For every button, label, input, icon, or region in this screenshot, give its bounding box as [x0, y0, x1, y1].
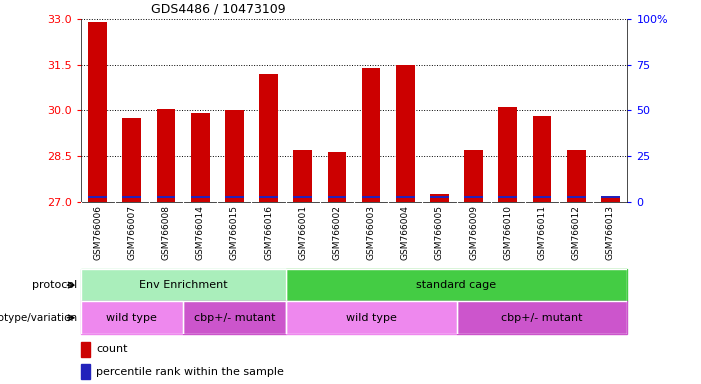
Text: GSM766007: GSM766007 [128, 205, 137, 260]
Bar [464, 195, 483, 198]
Bar [430, 195, 449, 198]
Text: GSM766004: GSM766004 [401, 205, 410, 260]
Bar [286, 301, 456, 334]
Text: GSM766014: GSM766014 [196, 205, 205, 260]
Bar [156, 109, 175, 202]
Bar [88, 195, 107, 198]
Bar [430, 194, 449, 202]
Bar [183, 301, 286, 334]
Bar [286, 301, 456, 334]
Text: Env Enrichment: Env Enrichment [139, 280, 227, 290]
Bar [566, 150, 585, 202]
Bar [601, 195, 620, 198]
Text: percentile rank within the sample: percentile rank within the sample [96, 366, 284, 377]
Bar [259, 74, 278, 202]
Text: GSM766016: GSM766016 [264, 205, 273, 260]
Text: wild type: wild type [107, 313, 157, 323]
Text: GSM766005: GSM766005 [435, 205, 444, 260]
Bar [81, 269, 286, 301]
Text: count: count [96, 344, 128, 354]
Bar [259, 195, 278, 198]
Text: GSM766002: GSM766002 [332, 205, 341, 260]
Bar [81, 301, 183, 334]
Bar [286, 269, 627, 301]
Bar [81, 364, 90, 379]
Bar [566, 195, 585, 198]
Bar [293, 195, 312, 198]
Bar [225, 111, 244, 202]
Bar [601, 195, 620, 202]
Bar [123, 118, 142, 202]
Text: GSM766011: GSM766011 [538, 205, 547, 260]
Text: GSM766003: GSM766003 [367, 205, 376, 260]
Text: GSM766006: GSM766006 [93, 205, 102, 260]
Text: GSM766010: GSM766010 [503, 205, 512, 260]
Text: GSM766001: GSM766001 [298, 205, 307, 260]
Bar [327, 152, 346, 202]
Text: GSM766015: GSM766015 [230, 205, 239, 260]
Bar [81, 301, 183, 334]
Text: genotype/variation: genotype/variation [0, 313, 77, 323]
Bar [498, 108, 517, 202]
Text: wild type: wild type [346, 313, 397, 323]
Text: cbp+/- mutant: cbp+/- mutant [193, 313, 275, 323]
Bar [191, 113, 210, 202]
Bar [88, 22, 107, 202]
Bar [362, 195, 381, 198]
Bar [183, 301, 286, 334]
Bar [293, 150, 312, 202]
Text: protocol: protocol [32, 280, 77, 290]
Bar [191, 195, 210, 198]
Bar [396, 195, 415, 198]
Bar [396, 65, 415, 202]
Text: GSM766008: GSM766008 [161, 205, 170, 260]
Bar [81, 269, 286, 301]
Bar [327, 195, 346, 198]
Bar [456, 301, 627, 334]
Bar [533, 116, 552, 202]
Bar [498, 195, 517, 198]
Bar [225, 195, 244, 198]
Bar [464, 150, 483, 202]
Bar [156, 195, 175, 198]
Bar [123, 195, 142, 198]
Bar [456, 301, 627, 334]
Text: GSM766013: GSM766013 [606, 205, 615, 260]
Text: GDS4486 / 10473109: GDS4486 / 10473109 [151, 2, 285, 15]
Bar [533, 195, 552, 198]
Bar [362, 68, 381, 202]
Text: cbp+/- mutant: cbp+/- mutant [501, 313, 583, 323]
Text: GSM766012: GSM766012 [571, 205, 580, 260]
Bar [81, 342, 90, 356]
Text: standard cage: standard cage [416, 280, 496, 290]
Bar [286, 269, 627, 301]
Text: GSM766009: GSM766009 [469, 205, 478, 260]
